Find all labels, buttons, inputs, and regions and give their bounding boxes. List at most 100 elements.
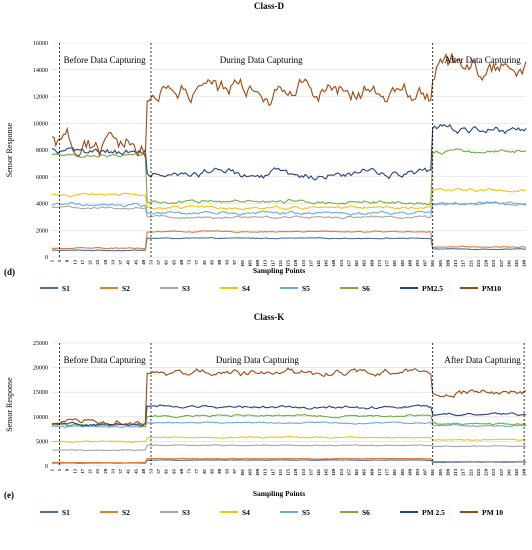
x-tick-label: 205 (438, 468, 443, 476)
legend-label: S2 (122, 284, 130, 293)
y-tick-label: 8000 (36, 148, 48, 154)
x-tick-label: 241 (506, 259, 511, 267)
x-tick-label: 37 (118, 259, 123, 264)
series-line-pm-10 (51, 367, 527, 427)
x-tick-label: 117 (270, 468, 275, 475)
x-tick-label: 237 (499, 259, 504, 267)
x-tick-label: 153 (339, 468, 344, 476)
x-tick-label: 221 (468, 259, 473, 267)
legend-label: S3 (182, 508, 190, 517)
phase-annotation: Before Data Capturing (64, 355, 146, 365)
x-tick-label: 1 (50, 259, 55, 262)
x-tick-label: 201 (430, 468, 435, 476)
x-tick-label: 61 (164, 468, 169, 473)
x-tick-label: 129 (293, 468, 298, 476)
y-tick-label: 12000 (33, 95, 48, 101)
x-tick-label: 229 (484, 259, 489, 267)
x-tick-label: 81 (202, 259, 207, 264)
chart-title: Class-D (254, 1, 285, 11)
x-tick-label: 189 (407, 259, 412, 267)
x-tick-label: 49 (141, 259, 146, 264)
x-tick-label: 89 (217, 468, 222, 473)
x-tick-label: 25 (95, 259, 100, 264)
legend-label: S4 (242, 284, 250, 293)
x-tick-label: 177 (385, 259, 390, 267)
x-tick-label: 13 (72, 468, 77, 473)
x-tick-label: 157 (346, 468, 351, 476)
chart-panel-class-d: Class-D 0 2000 4000 6000 8000 10000 12000 14000 1… (4, 1, 527, 293)
x-tick-label: 185 (400, 468, 405, 476)
x-tick-label: 205 (438, 259, 443, 267)
x-tick-label: 93 (225, 468, 230, 473)
x-tick-label: 81 (202, 468, 207, 473)
x-tick-label: 141 (316, 468, 321, 476)
y-tick-label: 16000 (33, 41, 48, 47)
legend: S1 S2 S3 S4 S5 S6 PM2.5 PM10 (40, 284, 501, 293)
x-tick-label: 69 (179, 468, 184, 473)
series-line-s4 (51, 436, 527, 443)
x-tick-label: 193 (415, 259, 420, 267)
legend-label: S5 (302, 508, 310, 517)
legend-label: PM 10 (482, 508, 503, 517)
y-tick-label: 25000 (33, 341, 48, 347)
x-tick-label: 9 (65, 259, 70, 262)
y-tick-label: 20000 (33, 366, 48, 372)
x-tick-label: 97 (232, 468, 237, 473)
x-tick-label: 225 (476, 259, 481, 267)
panel-label: (e) (4, 490, 14, 500)
x-tick-label: 33 (110, 468, 115, 473)
x-tick-label: 17 (80, 259, 85, 264)
x-tick-label: 173 (377, 468, 382, 476)
legend-label: S5 (302, 284, 310, 293)
x-tick-label: 145 (324, 259, 329, 267)
x-tick-label: 65 (171, 259, 176, 264)
legend-label: S2 (122, 508, 130, 517)
chart-title: Class-K (254, 312, 285, 322)
x-tick-label: 109 (255, 468, 260, 476)
x-tick-label: 69 (179, 259, 184, 264)
series-line-pm-2-5 (51, 404, 527, 427)
x-tick-label: 221 (468, 468, 473, 476)
x-tick-label: 233 (491, 259, 496, 267)
x-axis-label: Sampling Points (253, 489, 305, 498)
x-tick-label: 237 (499, 468, 504, 476)
legend-label: PM 2.5 (422, 508, 445, 517)
x-tick-label: 53 (148, 259, 153, 264)
x-tick-label: 89 (217, 259, 222, 264)
x-tick-label: 213 (453, 259, 458, 267)
x-tick-label: 105 (247, 468, 252, 476)
x-tick-label: 249 (522, 468, 527, 476)
x-tick-label: 189 (407, 468, 412, 476)
x-tick-label: 201 (430, 259, 435, 267)
x-tick-label: 185 (400, 259, 405, 267)
x-tick-label: 137 (308, 468, 313, 476)
x-tick-label: 217 (461, 259, 466, 267)
x-tick-label: 41 (126, 259, 131, 264)
x-tick-label: 77 (194, 468, 199, 473)
x-tick-label: 133 (301, 259, 306, 267)
phase-annotation: After Data Capturing (444, 355, 521, 365)
y-tick-label: 2000 (36, 228, 48, 234)
x-tick-label: 161 (354, 468, 359, 476)
x-tick-label: 121 (278, 468, 283, 476)
x-tick-label: 165 (362, 259, 367, 267)
x-tick-label: 73 (187, 259, 192, 264)
x-tick-label: 97 (232, 259, 237, 264)
x-tick-label: 45 (133, 259, 138, 264)
y-axis-label: Sensor Response (5, 122, 14, 177)
x-tick-label: 101 (240, 468, 245, 476)
x-tick-label: 113 (263, 468, 268, 475)
y-tick-label: 6000 (36, 175, 48, 181)
x-tick-label: 101 (240, 259, 245, 267)
y-tick-label: 5000 (36, 439, 48, 445)
x-tick-label: 209 (445, 259, 450, 267)
x-tick-label: 197 (423, 468, 428, 476)
phase-annotation: After Data Capturing (444, 55, 521, 65)
x-tick-label: 125 (286, 468, 291, 476)
x-tick-label: 129 (293, 259, 298, 267)
x-tick-label: 197 (423, 259, 428, 267)
x-tick-label: 25 (95, 468, 100, 473)
x-tick-label: 57 (156, 468, 161, 473)
x-tick-label: 209 (445, 468, 450, 476)
